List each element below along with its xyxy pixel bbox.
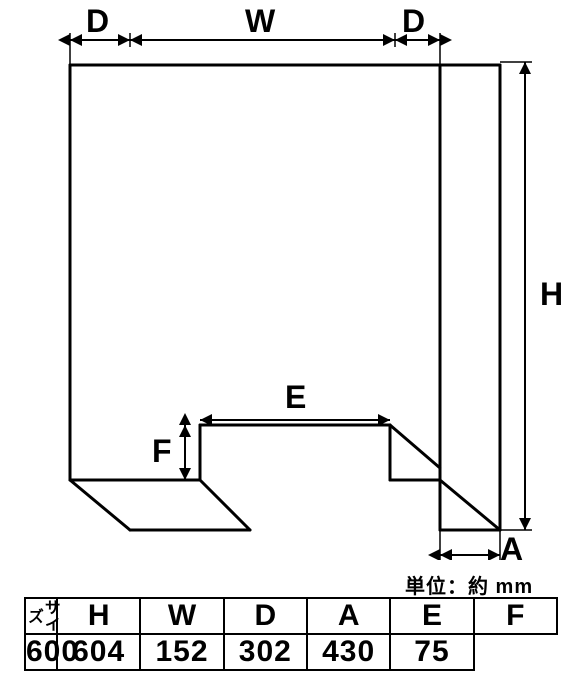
col-h: H bbox=[57, 598, 140, 634]
dim-label-e: E bbox=[285, 379, 306, 415]
dim-label-h: H bbox=[540, 276, 563, 312]
col-f: F bbox=[474, 598, 557, 634]
val-e: 430 bbox=[307, 634, 390, 670]
table-rowhead: サイズ bbox=[25, 598, 57, 634]
dim-label-w: W bbox=[245, 3, 276, 39]
unit-label: 単位：約 mm bbox=[405, 570, 533, 599]
dim-label-d-left: D bbox=[86, 3, 109, 39]
size-table: サイズ H W D A E F 600 604 152 302 430 75 bbox=[24, 597, 558, 671]
dim-label-f: F bbox=[152, 433, 172, 469]
col-w: W bbox=[140, 598, 223, 634]
technical-drawing: D W D H E F A bbox=[0, 0, 583, 560]
col-d: D bbox=[224, 598, 307, 634]
col-a: A bbox=[307, 598, 390, 634]
col-e: E bbox=[390, 598, 473, 634]
dim-label-d-right: D bbox=[402, 3, 425, 39]
val-h: 600 bbox=[25, 634, 57, 670]
dim-label-a: A bbox=[500, 531, 523, 560]
canvas: D W D H E F A 単位：約 mm サイズ H W D A E F 60… bbox=[0, 0, 583, 682]
val-d: 152 bbox=[140, 634, 223, 670]
val-f: 75 bbox=[390, 634, 473, 670]
val-a: 302 bbox=[224, 634, 307, 670]
